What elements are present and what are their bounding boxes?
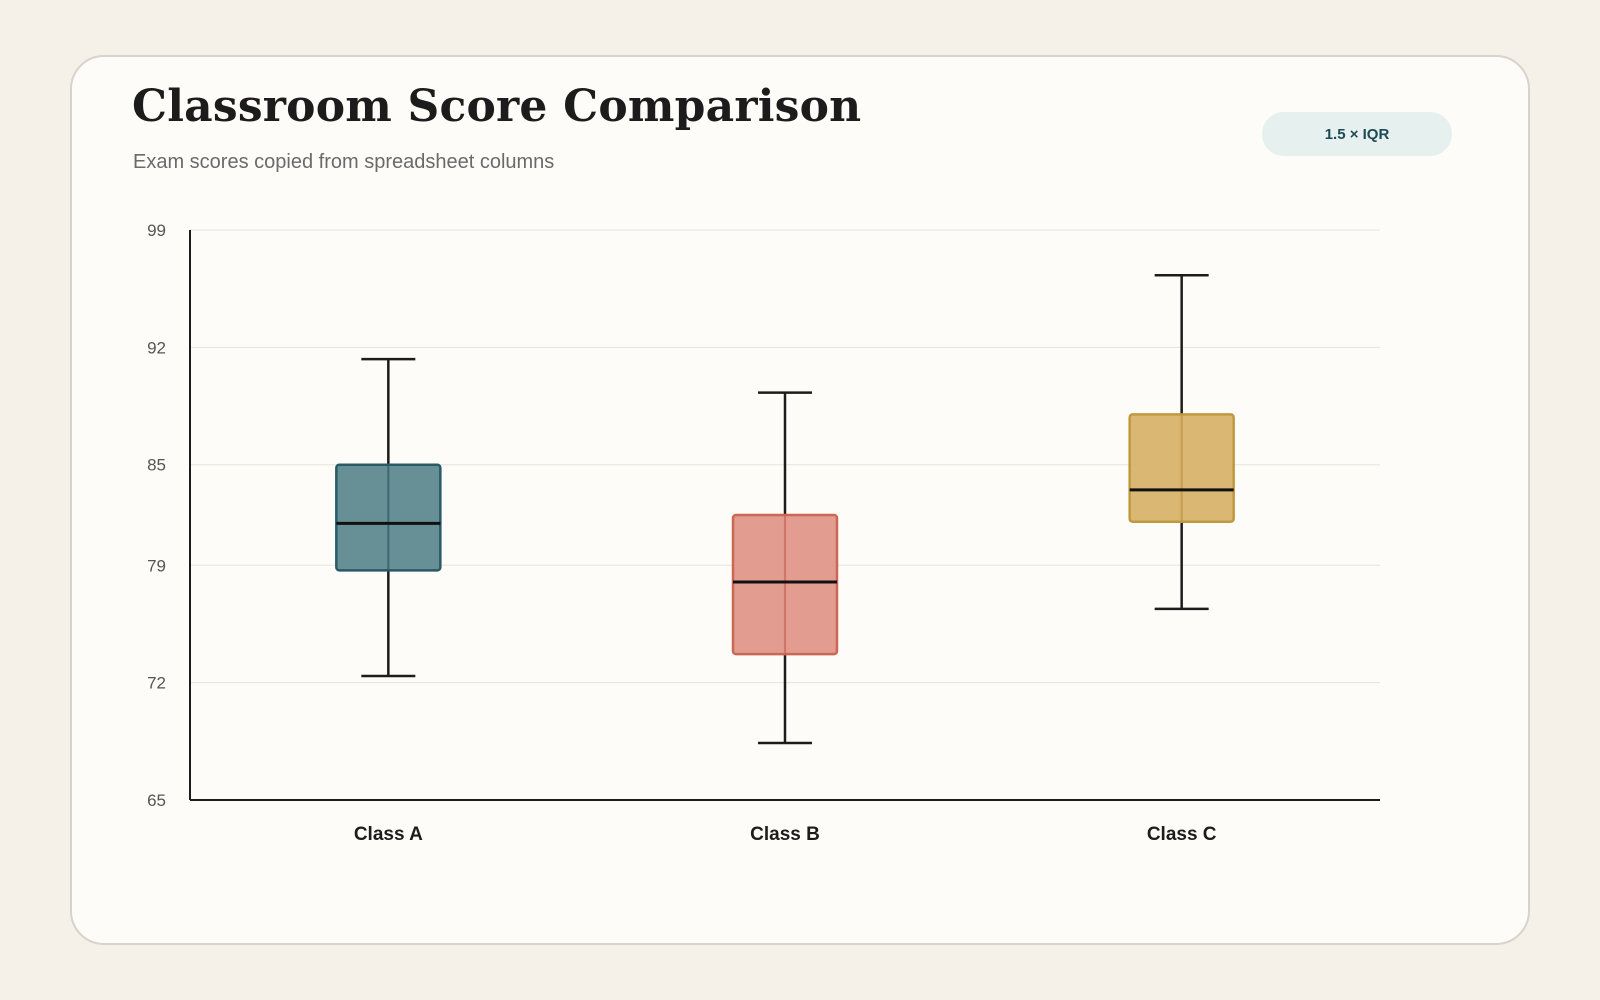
- box-series: [335, 274, 1235, 745]
- iqr-method-badge: 1.5 × IQR: [1262, 112, 1452, 156]
- y-tick-label: 99: [147, 221, 166, 240]
- y-tick-label: 79: [147, 556, 166, 575]
- box-class-a: [335, 357, 442, 678]
- y-tick-label: 85: [147, 456, 166, 475]
- y-tick-label: 72: [147, 674, 166, 693]
- page-subtitle: Exam scores copied from spreadsheet colu…: [133, 151, 555, 173]
- x-category-label: Class A: [354, 824, 423, 845]
- y-axis-tick-labels: 99 92 85 79 72 65: [147, 221, 166, 810]
- y-tick-label: 92: [147, 338, 166, 357]
- chart-card: Classroom Score Comparison Exam scores c…: [70, 55, 1530, 945]
- box-class-b: [731, 391, 839, 745]
- y-tick-label: 65: [147, 791, 166, 810]
- x-category-label: Class B: [750, 824, 820, 845]
- axes: [189, 230, 1380, 801]
- page-title: Classroom Score Comparison: [132, 81, 862, 132]
- box-class-c: [1128, 274, 1235, 611]
- x-axis-category-labels: Class A Class B Class C: [354, 824, 1217, 845]
- x-category-label: Class C: [1147, 824, 1217, 845]
